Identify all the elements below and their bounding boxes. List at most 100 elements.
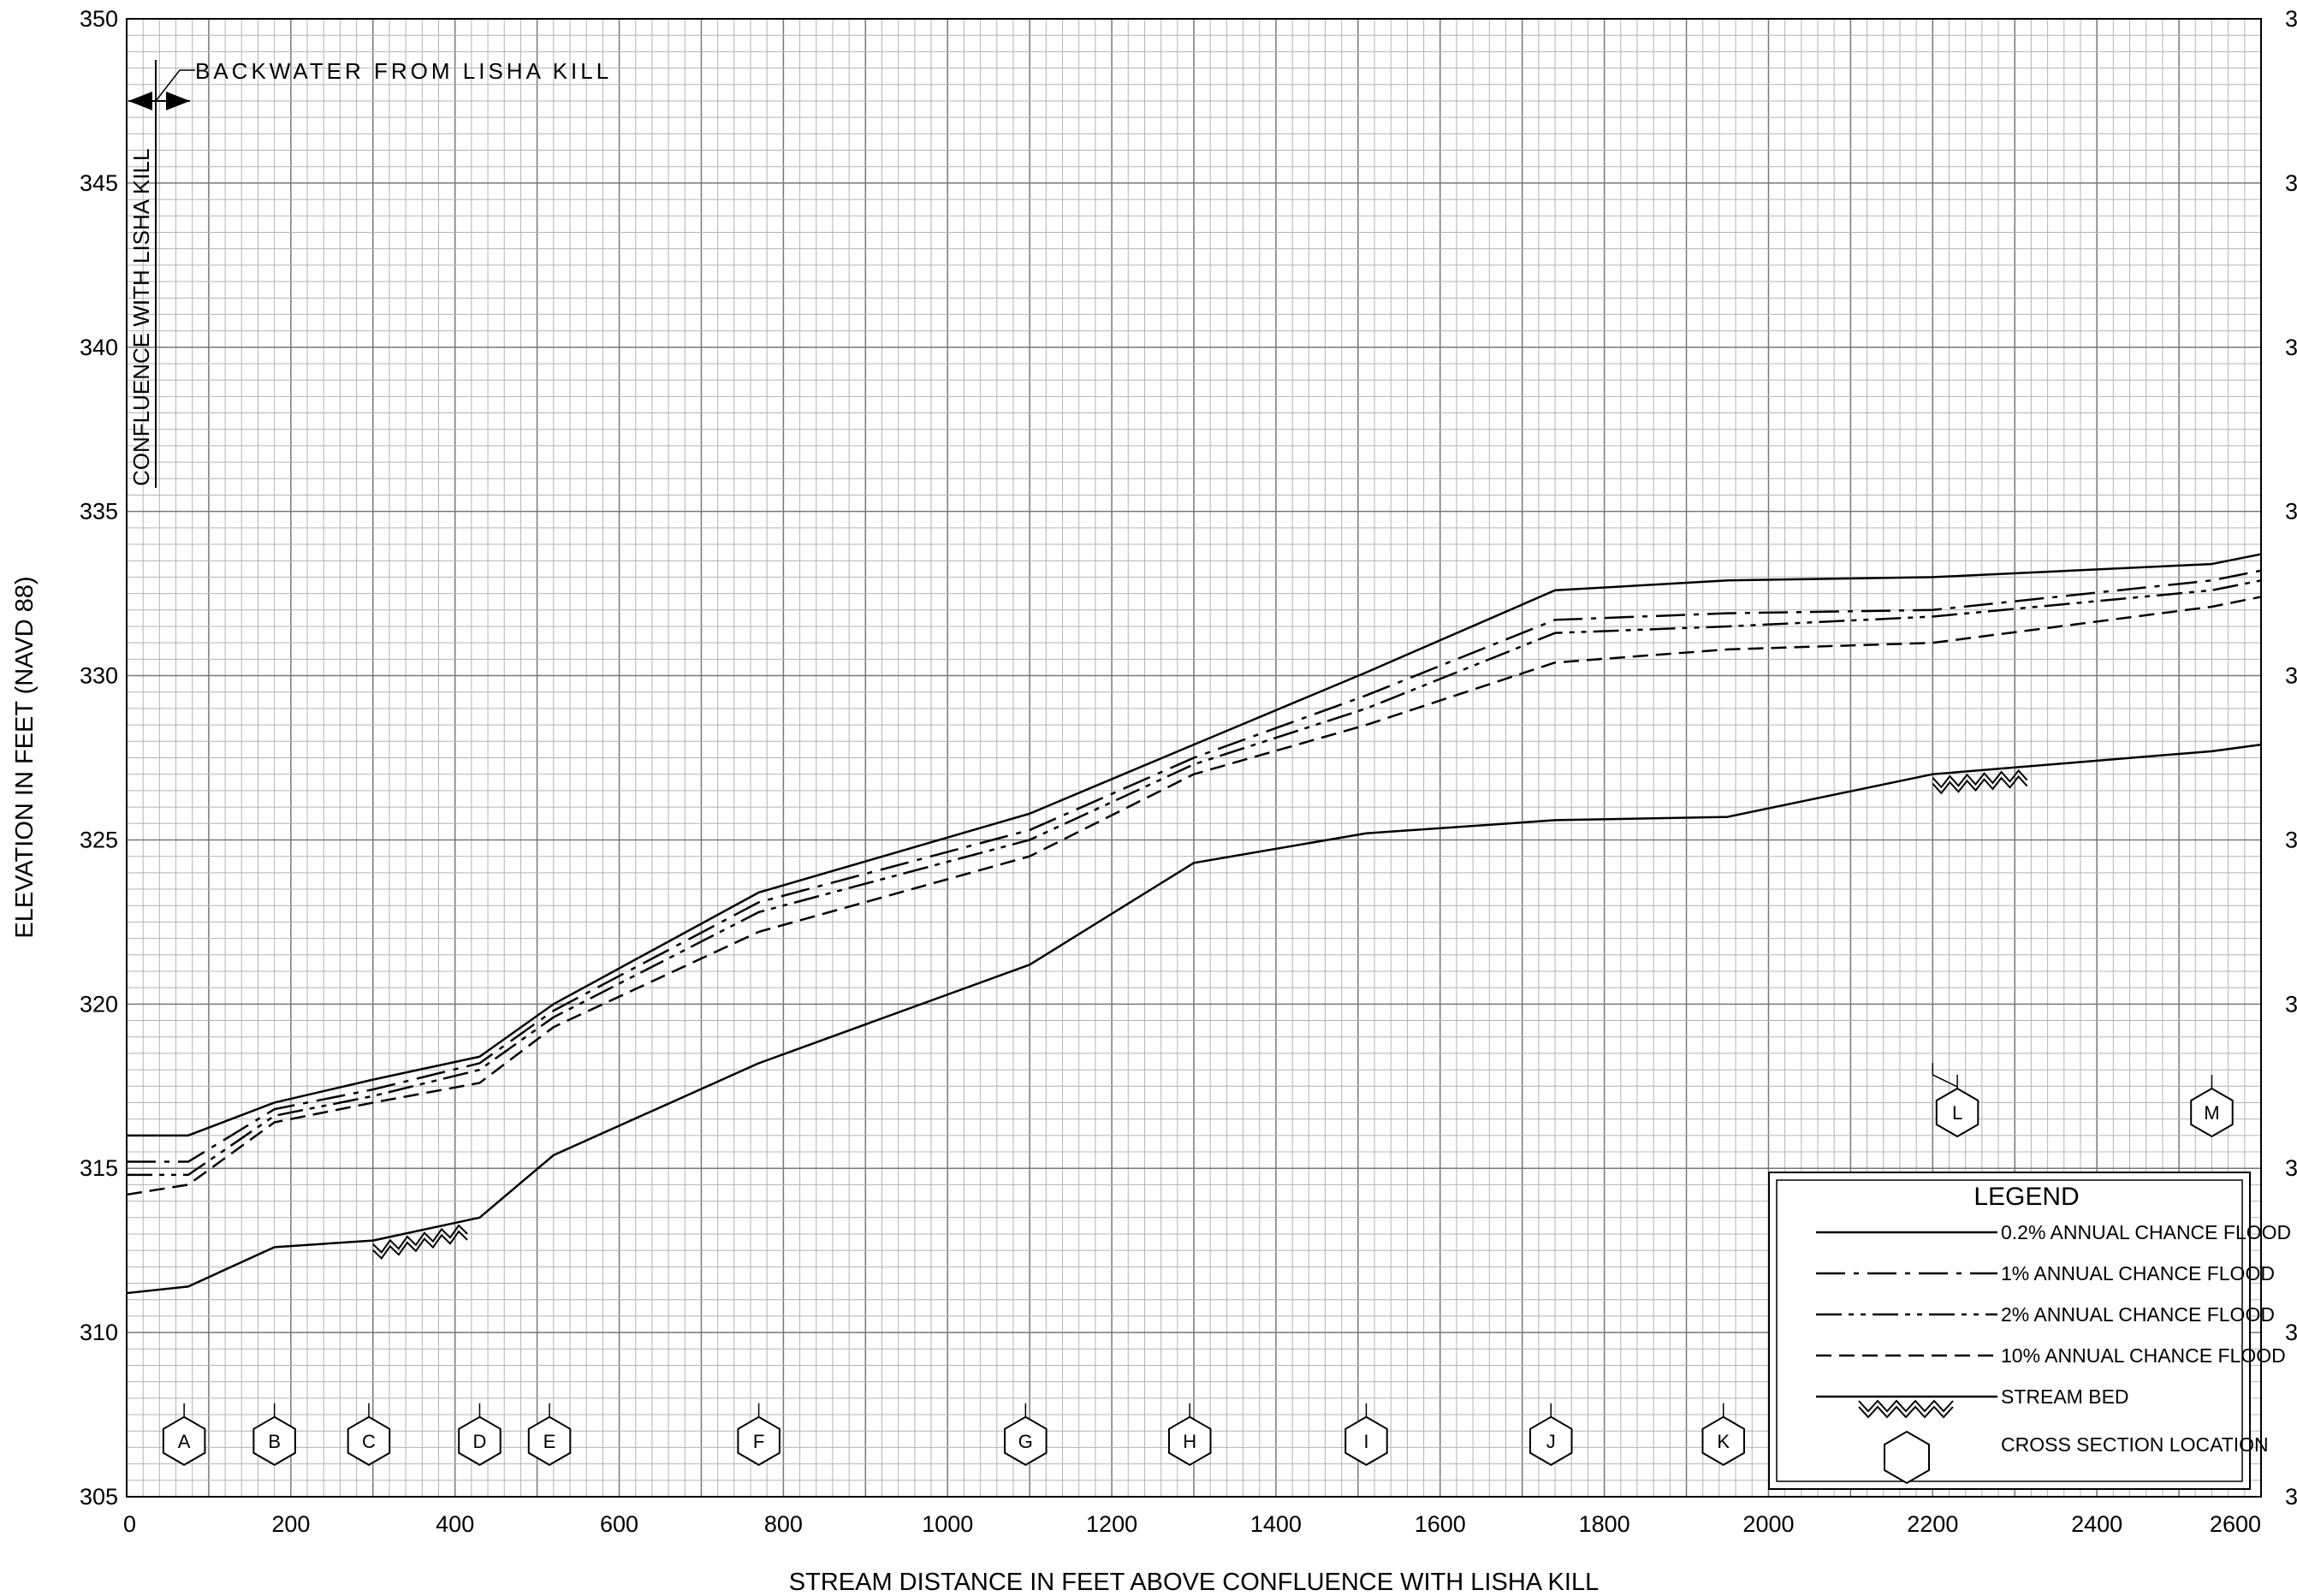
- y-tick-label-right: 320: [2285, 991, 2297, 1017]
- x-tick-labels: 0 200 400 600 800 1000 1200 1400 1600 1800 2000 220…: [123, 1511, 2261, 1537]
- cross-section-d: D: [458, 1403, 502, 1466]
- series-0-2-annual-chance-flood: [127, 553, 2262, 1137]
- cross-section-h: H: [1168, 1403, 1212, 1466]
- x-axis-title: STREAM DISTANCE IN FEET ABOVE CONFLUENCE…: [789, 1569, 1599, 1596]
- backwater-leader-line: [155, 69, 195, 102]
- y-tick-label: 330: [80, 663, 118, 689]
- y-tick-label-right: 315: [2285, 1155, 2297, 1181]
- cross-section-l: L: [1935, 1074, 1979, 1138]
- cross-section-label: E: [543, 1431, 556, 1452]
- confluence-label: CONFLUENCE WITH LISHA KILL: [128, 149, 154, 486]
- series-1-annual-chance-flood: [127, 569, 2262, 1163]
- cross-section-markers: A B C D E F G H I J K L M: [162, 1062, 2234, 1466]
- y-tick-label: 345: [80, 170, 118, 196]
- y-tick-label-right: 345: [2285, 170, 2297, 196]
- y-tick-label-right: 305: [2285, 1484, 2297, 1510]
- y-tick-label: 310: [80, 1320, 118, 1345]
- y-tick-label: 335: [80, 499, 118, 525]
- x-tick-label: 1000: [922, 1511, 973, 1537]
- cross-section-b: B: [252, 1403, 296, 1466]
- legend-label-4: STREAM BED: [2001, 1385, 2129, 1408]
- cross-section-m: M: [2190, 1074, 2234, 1138]
- cross-section-hexagon: [527, 1415, 572, 1466]
- legend-box-outer: [1768, 1172, 2251, 1490]
- cross-section-hexagon: [1935, 1087, 1979, 1138]
- cross-section-hexagon: [1168, 1415, 1212, 1466]
- x-tick-label: 1600: [1415, 1511, 1466, 1537]
- cross-section-l-leader: [1932, 1062, 1958, 1088]
- cross-section-i: I: [1344, 1403, 1388, 1466]
- stream-bed-hatches: [372, 768, 2028, 1261]
- cross-section-label: B: [268, 1431, 281, 1452]
- cross-section-label: A: [178, 1431, 191, 1452]
- legend-hatch-row-1: [1858, 1399, 1954, 1413]
- y-tick-label: 340: [80, 335, 118, 360]
- legend-label-2: 2% ANNUAL CHANCE FLOOD: [2001, 1303, 2275, 1326]
- x-tick-label: 1800: [1579, 1511, 1630, 1537]
- cross-section-label: D: [473, 1431, 487, 1452]
- x-tick-label: 2600: [2210, 1511, 2261, 1537]
- cross-section-hexagon: [737, 1415, 781, 1466]
- cross-section-label: L: [1952, 1102, 1962, 1124]
- cross-section-label: K: [1717, 1431, 1730, 1452]
- x-tick-label: 2000: [1742, 1511, 1794, 1537]
- stream-bed-hatch: [372, 1224, 468, 1255]
- x-tick-label: 1200: [1086, 1511, 1137, 1537]
- y-tick-labels-right: 305 310 315 320 325 330 335 340 345 350: [2285, 6, 2297, 1510]
- cross-section-label: M: [2204, 1102, 2219, 1124]
- y-tick-label: 305: [80, 1484, 118, 1510]
- y-tick-label: 350: [80, 6, 118, 32]
- y-tick-label-right: 350: [2285, 6, 2297, 32]
- plot-frame: [126, 18, 2262, 1498]
- legend-label-0: 0.2% ANNUAL CHANCE FLOOD: [2001, 1221, 2291, 1243]
- x-tick-label: 2400: [2071, 1511, 2122, 1537]
- y-tick-label-right: 335: [2285, 499, 2297, 525]
- cross-section-c: C: [347, 1403, 391, 1466]
- cross-section-a: A: [162, 1403, 206, 1466]
- series-stream-bed: [126, 743, 2262, 1295]
- backwater-label: BACKWATER FROM LISHA KILL: [195, 58, 612, 84]
- legend-label-cross-section: CROSS SECTION LOCATION: [2001, 1433, 2269, 1456]
- cross-section-hexagon: [1529, 1415, 1573, 1466]
- y-tick-label-right: 340: [2285, 335, 2297, 360]
- series-10-annual-chance-flood: [126, 596, 2262, 1196]
- x-tick-label: 200: [271, 1511, 310, 1537]
- cross-section-hexagon: [2190, 1087, 2234, 1138]
- cross-section-hexagon: [162, 1415, 206, 1466]
- cross-section-hexagon: [347, 1415, 391, 1466]
- cross-section-f: F: [737, 1403, 781, 1466]
- cross-section-hexagon: [1004, 1415, 1048, 1466]
- legend-label-3: 10% ANNUAL CHANCE FLOOD: [2001, 1344, 2286, 1367]
- cross-section-label: I: [1363, 1431, 1368, 1452]
- cross-section-g: G: [1004, 1403, 1048, 1466]
- cross-section-label: H: [1183, 1431, 1196, 1452]
- series-lines: [126, 553, 2262, 1295]
- cross-section-hexagon: [252, 1415, 296, 1466]
- stream-bed-hatch: [1932, 768, 2028, 789]
- cross-section-e: E: [527, 1403, 572, 1466]
- cross-section-label: G: [1018, 1431, 1033, 1452]
- legend: LEGEND 0.2% ANNUAL CHANCE FLOOD 1% ANNUAL…: [1768, 1172, 2291, 1490]
- x-tick-label: 2200: [1907, 1511, 1958, 1537]
- y-tick-label: 315: [80, 1155, 118, 1181]
- legend-cross-section-hexagon: [1884, 1430, 1930, 1485]
- backwater-arrow-right-head: [166, 92, 190, 110]
- stream-bed-hatch: [372, 1230, 468, 1261]
- cross-section-label: F: [753, 1431, 764, 1452]
- legend-label-1: 1% ANNUAL CHANCE FLOOD: [2001, 1262, 2275, 1285]
- y-axis-title: ELEVATION IN FEET (NAVD 88): [11, 576, 39, 938]
- x-tick-label: 800: [764, 1511, 803, 1537]
- cross-section-label: J: [1546, 1431, 1556, 1452]
- stream-bed-hatch: [1932, 774, 2028, 795]
- x-tick-label: 1400: [1250, 1511, 1302, 1537]
- y-tick-label: 325: [80, 827, 118, 852]
- y-tick-label-right: 330: [2285, 663, 2297, 689]
- cross-section-hexagon: [1701, 1415, 1745, 1466]
- annotations: CONFLUENCE WITH LISHA KILL BACKWATER FRO…: [128, 58, 612, 488]
- cross-section-j: J: [1529, 1403, 1573, 1466]
- x-tick-label: 0: [123, 1511, 136, 1537]
- legend-items: 0.2% ANNUAL CHANCE FLOOD 1% ANNUAL CHANCE…: [1816, 1221, 2291, 1485]
- y-tick-label: 320: [80, 991, 118, 1017]
- legend-title: LEGEND: [1974, 1183, 2079, 1211]
